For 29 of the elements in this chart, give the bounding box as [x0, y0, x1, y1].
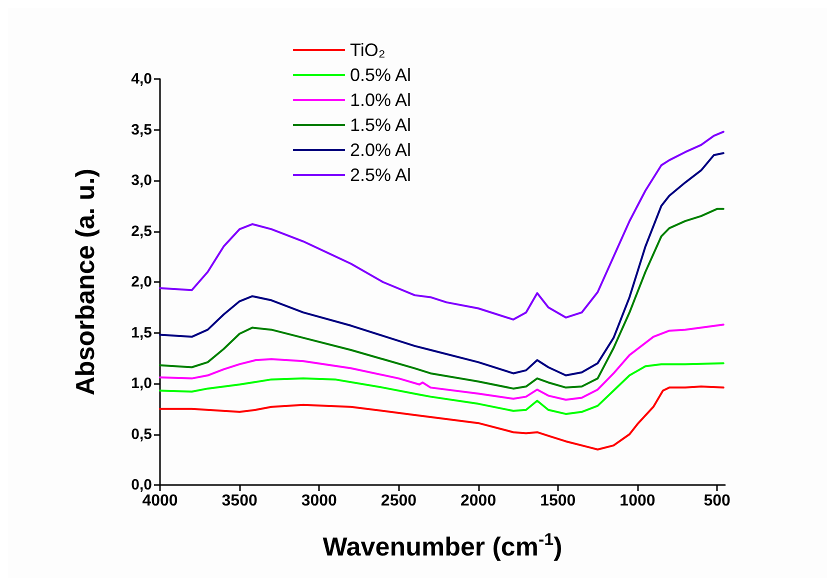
legend-label: TiO₂ [350, 40, 386, 60]
x-tick-label: 1000 [620, 492, 656, 510]
y-tick-label: 1,5 [131, 324, 152, 342]
x-tick-label: 2000 [460, 492, 496, 510]
y-tick-label: 0,0 [131, 476, 152, 494]
y-tick-label: 4,0 [131, 70, 152, 88]
line-series [159, 208, 724, 390]
legend-label: 0.5% Al [350, 65, 412, 85]
x-tick-label: 500 [704, 492, 730, 510]
y-axis-title: Absorbance (a. u.) [70, 168, 100, 396]
line-series [159, 324, 724, 401]
legend-label: 1.5% Al [350, 115, 412, 135]
legend-label: 2.0% Al [350, 140, 412, 160]
legend-label: 1.0% Al [350, 90, 412, 110]
x-tick-label: 3500 [222, 492, 258, 510]
x-tick-label: 1500 [540, 492, 576, 510]
y-tick-label: 2,0 [131, 274, 152, 290]
x-tick-label: 2500 [380, 492, 417, 510]
y-tick-label: 2,5 [131, 222, 152, 240]
y-tick-label: 1,0 [131, 375, 152, 392]
legend-label: 2.5% Al [350, 165, 412, 185]
line-series [159, 362, 724, 415]
y-tick-label: 0,5 [131, 426, 152, 443]
x-tick-label: 3000 [301, 492, 338, 510]
line-series [159, 130, 724, 321]
y-tick-label: 3,5 [131, 121, 152, 138]
x-tick-label: 4000 [142, 492, 178, 510]
y-tick-label: 3,0 [131, 172, 152, 189]
line-series [159, 386, 724, 450]
